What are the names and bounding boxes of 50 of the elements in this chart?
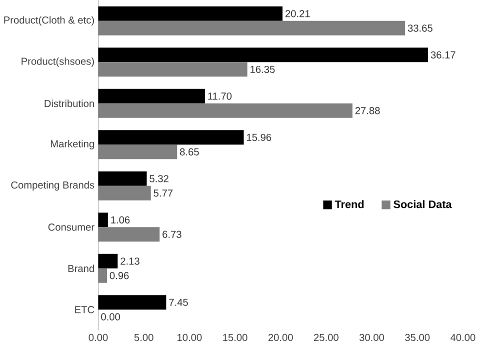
data-label: 36.17 xyxy=(430,51,456,58)
data-label: 0.96 xyxy=(110,272,129,279)
data-label: 27.88 xyxy=(355,106,380,114)
data-label: 15.96 xyxy=(247,134,272,141)
bar xyxy=(98,103,352,118)
data-label: 2.13 xyxy=(120,257,140,264)
legend-label: Social Data xyxy=(394,200,452,208)
bar xyxy=(98,268,108,283)
x-tick-label: 25.00 xyxy=(314,334,338,341)
y-tick-label: Competing Brands xyxy=(11,180,94,190)
bar xyxy=(98,171,147,186)
data-label: 6.73 xyxy=(162,230,182,238)
y-tick-label: Product(shsoes) xyxy=(22,57,94,67)
x-tick-label: 5.00 xyxy=(134,334,154,341)
data-label: 11.70 xyxy=(208,92,232,100)
x-tick-label: 15.00 xyxy=(223,334,248,341)
data-label: 0.00 xyxy=(101,313,120,320)
bar xyxy=(98,212,108,227)
bar xyxy=(98,294,166,310)
data-label: 16.35 xyxy=(250,66,275,73)
data-label: 20.21 xyxy=(285,10,310,18)
x-tick-label: 40.00 xyxy=(450,334,476,341)
legend-label: Trend xyxy=(334,200,364,208)
data-label: 7.45 xyxy=(169,298,188,306)
data-label: 33.65 xyxy=(408,24,432,32)
bar xyxy=(98,130,244,144)
bar xyxy=(98,47,428,62)
bar xyxy=(98,88,205,104)
bar xyxy=(98,62,248,76)
data-label: 1.06 xyxy=(111,216,130,224)
y-tick-label: Brand xyxy=(68,264,94,272)
bar xyxy=(98,226,160,242)
y-tick-label: ETC xyxy=(75,306,94,313)
bar xyxy=(98,20,406,36)
y-tick-label: Marketing xyxy=(50,140,94,150)
bar xyxy=(98,144,178,159)
bar xyxy=(98,186,151,200)
bar xyxy=(98,254,118,268)
y-tick-label: Consumer xyxy=(48,223,94,230)
y-tick-label: Distribution xyxy=(44,99,94,107)
x-tick-label: 20.00 xyxy=(268,334,293,341)
x-tick-label: 30.00 xyxy=(359,334,384,341)
bar xyxy=(98,6,283,21)
data-label: 8.65 xyxy=(180,148,199,156)
y-tick-label: Product(Cloth & etc) xyxy=(4,16,94,26)
x-tick-label: 35.00 xyxy=(405,334,430,341)
x-tick-label: 0.00 xyxy=(88,334,108,341)
data-label: 5.77 xyxy=(154,189,173,196)
x-tick-label: 10.00 xyxy=(178,334,202,341)
data-label: 5.32 xyxy=(150,174,168,182)
